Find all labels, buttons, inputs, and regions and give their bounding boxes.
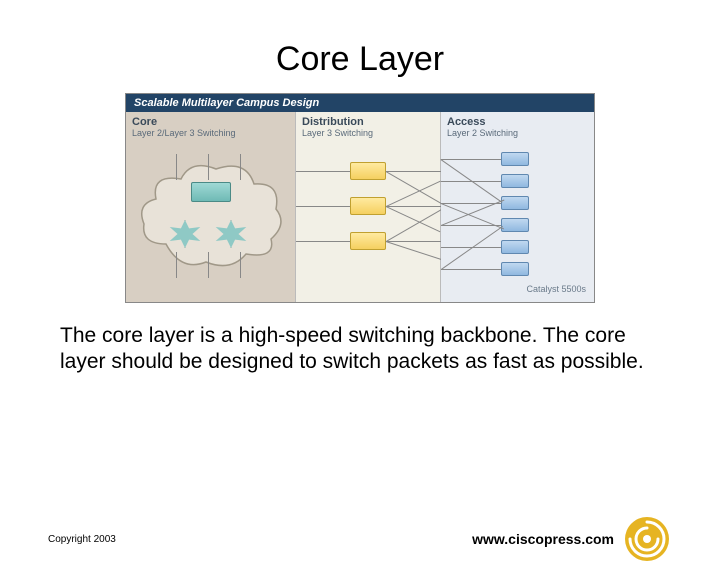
col-dist-sub: Layer 3 Switching <box>302 129 434 139</box>
access-switch-icon <box>501 174 529 188</box>
link <box>441 225 501 226</box>
footer-url: www.ciscopress.com <box>472 531 614 547</box>
footer-right: www.ciscopress.com <box>472 516 670 562</box>
link <box>240 252 241 278</box>
dist-switch-icon <box>350 162 386 180</box>
diagram-body: Core Layer 2/Layer 3 Switching Distribut… <box>126 112 594 302</box>
link <box>386 241 441 242</box>
link <box>208 252 209 278</box>
body-text: The core layer is a high-speed switching… <box>60 323 660 376</box>
access-label: Catalyst 5500s <box>526 284 586 294</box>
cloud-icon <box>136 154 286 274</box>
column-access: Access Layer 2 Switching Catalyst 5500s <box>441 112 594 302</box>
link <box>441 159 501 160</box>
link <box>386 241 443 260</box>
slide-title: Core Layer <box>0 40 720 79</box>
link <box>386 206 441 232</box>
link <box>176 252 177 278</box>
diagram: Scalable Multilayer Campus Design Core L… <box>125 93 595 303</box>
access-switch-icon <box>501 152 529 166</box>
column-distribution: Distribution Layer 3 Switching <box>296 112 441 302</box>
access-switch-icon <box>501 196 529 210</box>
link <box>240 154 241 180</box>
link <box>386 206 441 207</box>
col-core-sub: Layer 2/Layer 3 Switching <box>132 129 289 139</box>
copyright-text: Copyright 2003 <box>48 534 116 545</box>
dist-switch-icon <box>350 232 386 250</box>
column-core: Core Layer 2/Layer 3 Switching <box>126 112 296 302</box>
link <box>176 154 177 180</box>
core-switch-icon <box>191 182 231 202</box>
link <box>208 154 209 180</box>
link <box>386 171 441 172</box>
link <box>386 181 441 207</box>
access-switch-icon <box>501 218 529 232</box>
logo-icon <box>624 516 670 562</box>
footer: Copyright 2003 www.ciscopress.com <box>0 516 720 562</box>
link <box>296 171 350 172</box>
access-switch-icon <box>501 240 529 254</box>
access-switch-icon <box>501 262 529 276</box>
col-access-sub: Layer 2 Switching <box>447 129 588 139</box>
link <box>296 206 350 207</box>
link <box>441 269 501 270</box>
diagram-title: Scalable Multilayer Campus Design <box>126 94 594 112</box>
link <box>296 241 350 242</box>
dist-switch-icon <box>350 197 386 215</box>
